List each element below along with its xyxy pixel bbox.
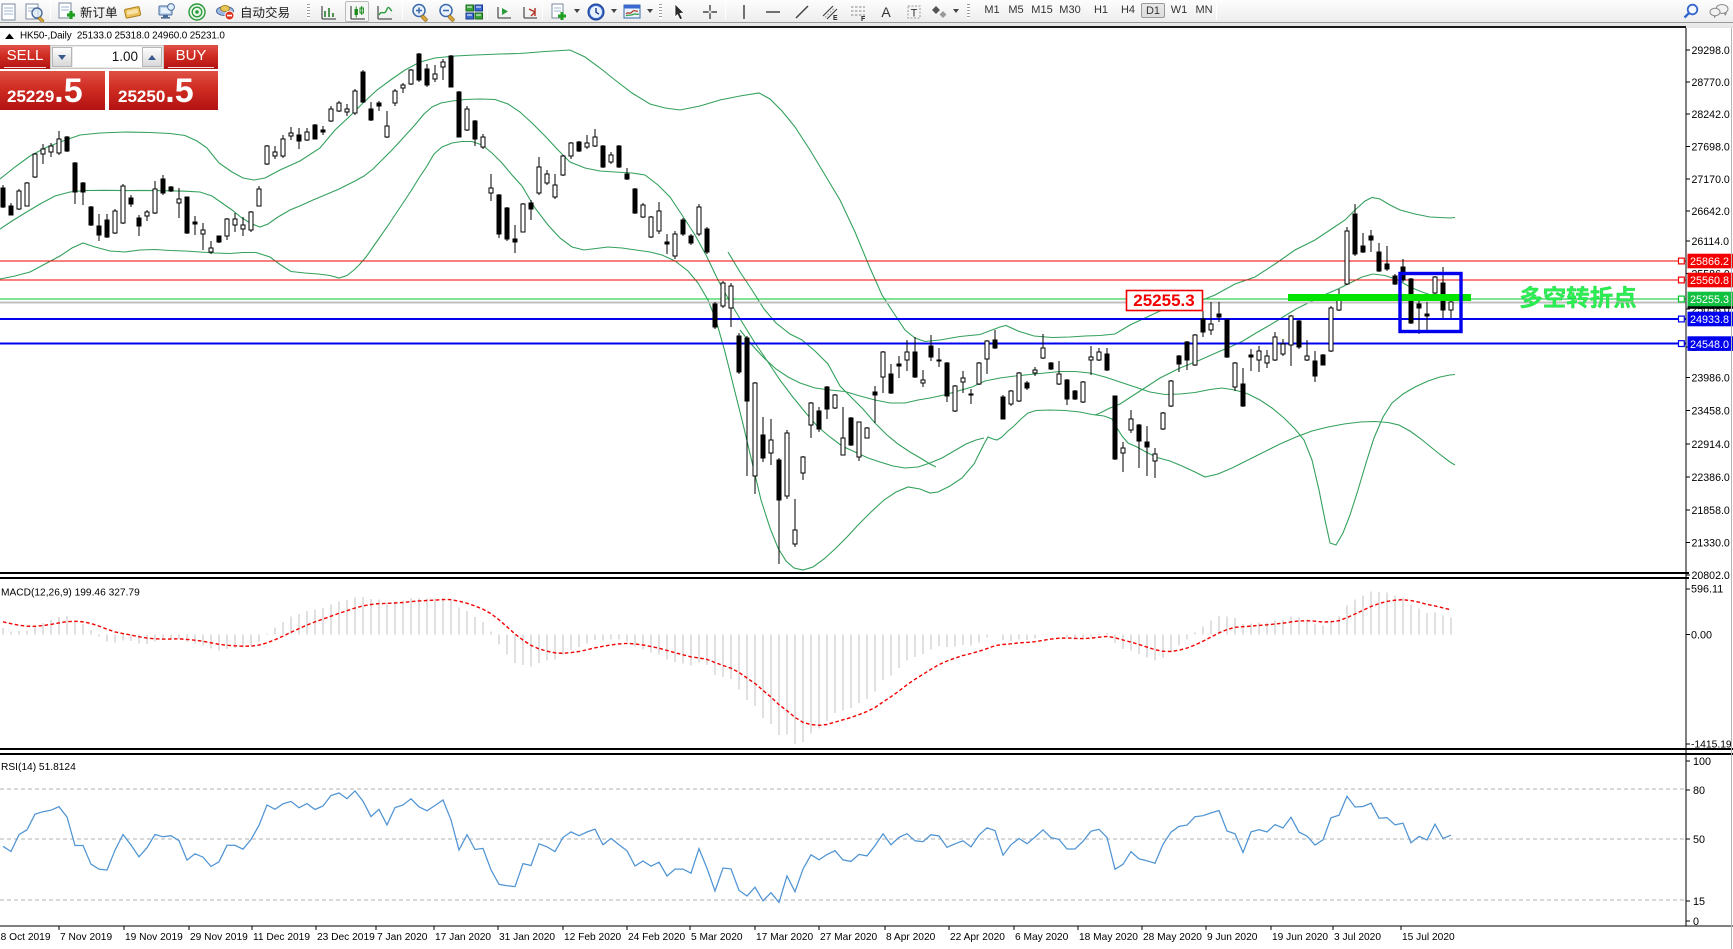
svg-text:T: T (911, 7, 918, 19)
svg-text:80: 80 (1693, 785, 1705, 797)
svg-text:50: 50 (1693, 834, 1705, 846)
svg-text:24548.0: 24548.0 (1690, 339, 1729, 351)
svg-text:25866.2: 25866.2 (1690, 256, 1729, 268)
svg-text:28242.0: 28242.0 (1692, 109, 1730, 121)
svg-text:27 Mar 2020: 27 Mar 2020 (820, 932, 878, 943)
svg-text:8 Apr 2020: 8 Apr 2020 (886, 932, 936, 943)
svg-text:-1415.19: -1415.19 (1691, 740, 1732, 751)
svg-text:25255.3: 25255.3 (1133, 291, 1194, 310)
svg-text:31 Jan 2020: 31 Jan 2020 (499, 932, 555, 943)
svg-text:9 Jun 2020: 9 Jun 2020 (1207, 932, 1258, 943)
svg-text:25560.8: 25560.8 (1690, 275, 1729, 287)
svg-text:596.11: 596.11 (1691, 584, 1723, 596)
svg-text:7 Nov 2019: 7 Nov 2019 (60, 932, 112, 943)
svg-text:24933.8: 24933.8 (1690, 314, 1729, 326)
svg-text:29298.0: 29298.0 (1692, 45, 1730, 57)
svg-text:HK50-,Daily 25133.0 25318.0 2: HK50-,Daily 25133.0 25318.0 24960.0 2523… (20, 31, 225, 42)
svg-text:0: 0 (1693, 916, 1699, 928)
svg-text:15 Jul 2020: 15 Jul 2020 (1402, 932, 1455, 943)
svg-text:E: E (833, 15, 838, 22)
svg-text:100: 100 (1693, 756, 1711, 768)
svg-text:21330.0: 21330.0 (1692, 538, 1730, 550)
svg-text:26114.0: 26114.0 (1692, 236, 1730, 248)
svg-text:22914.0: 22914.0 (1692, 439, 1730, 451)
svg-text:27698.0: 27698.0 (1692, 142, 1730, 154)
svg-text:27170.0: 27170.0 (1692, 174, 1730, 186)
svg-text:25255.3: 25255.3 (1690, 294, 1729, 306)
svg-text:20802.0: 20802.0 (1692, 570, 1730, 582)
svg-text:12 Feb 2020: 12 Feb 2020 (564, 932, 622, 943)
svg-text:7 Jan 2020: 7 Jan 2020 (377, 932, 428, 943)
svg-text:23 Dec 2019: 23 Dec 2019 (317, 932, 375, 943)
svg-text:0.00: 0.00 (1691, 630, 1712, 642)
svg-text:26642.0: 26642.0 (1692, 206, 1730, 218)
svg-text:18 May 2020: 18 May 2020 (1079, 932, 1138, 943)
svg-text:RSI(14) 51.8124: RSI(14) 51.8124 (1, 762, 76, 773)
svg-text:17 Jan 2020: 17 Jan 2020 (435, 932, 491, 943)
svg-text:24 Feb 2020: 24 Feb 2020 (628, 932, 686, 943)
svg-text:6 May 2020: 6 May 2020 (1015, 932, 1069, 943)
svg-text:28 May 2020: 28 May 2020 (1143, 932, 1202, 943)
svg-text:29 Nov 2019: 29 Nov 2019 (190, 932, 248, 943)
svg-text:5 Mar 2020: 5 Mar 2020 (691, 932, 743, 943)
svg-text:19 Nov 2019: 19 Nov 2019 (125, 932, 183, 943)
svg-text:28770.0: 28770.0 (1692, 77, 1730, 89)
svg-text:F: F (861, 16, 866, 22)
svg-text:23986.0: 23986.0 (1692, 373, 1730, 385)
svg-text:MACD(12,26,9) 199.46 327.79: MACD(12,26,9) 199.46 327.79 (1, 588, 140, 599)
svg-text:22 Apr 2020: 22 Apr 2020 (950, 932, 1005, 943)
svg-text:15: 15 (1693, 896, 1705, 908)
svg-text:3 Jul 2020: 3 Jul 2020 (1334, 932, 1381, 943)
svg-text:11 Dec 2019: 11 Dec 2019 (253, 932, 310, 943)
svg-text:19 Jun 2020: 19 Jun 2020 (1272, 932, 1328, 943)
svg-text:23458.0: 23458.0 (1692, 406, 1730, 418)
svg-text:A: A (881, 4, 891, 20)
svg-text:28 Oct 2019: 28 Oct 2019 (0, 932, 51, 943)
svg-text:17 Mar 2020: 17 Mar 2020 (756, 932, 814, 943)
svg-text:22386.0: 22386.0 (1692, 472, 1730, 484)
svg-text:21858.0: 21858.0 (1692, 505, 1730, 517)
